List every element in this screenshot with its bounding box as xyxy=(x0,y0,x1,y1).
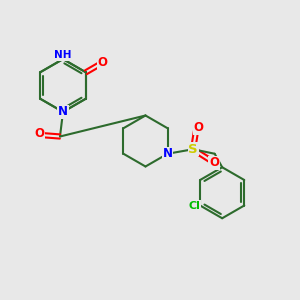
Text: O: O xyxy=(34,127,44,140)
Text: N: N xyxy=(58,105,68,119)
Text: O: O xyxy=(209,156,219,169)
Text: S: S xyxy=(188,143,198,156)
Text: Cl: Cl xyxy=(188,200,200,211)
Text: N: N xyxy=(163,147,172,160)
Text: O: O xyxy=(194,121,203,134)
Text: NH: NH xyxy=(54,50,72,61)
Text: O: O xyxy=(98,56,108,69)
